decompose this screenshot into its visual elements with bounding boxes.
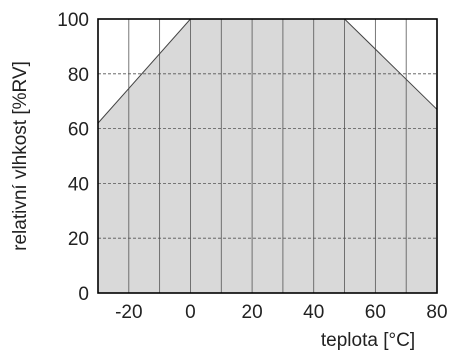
y-tick-label: 100 xyxy=(57,10,89,31)
x-axis-ticks: -20 0 20 40 60 80 xyxy=(115,302,447,323)
y-tick-label: 0 xyxy=(78,284,89,305)
x-tick-label: 40 xyxy=(303,302,324,323)
x-tick-label: 20 xyxy=(242,302,263,323)
x-axis-title: teplota [°C] xyxy=(321,330,415,351)
y-axis-ticks: 0 20 40 60 80 100 xyxy=(57,10,89,305)
y-tick-label: 80 xyxy=(68,65,89,86)
plot-area xyxy=(98,19,437,293)
grid xyxy=(97,18,438,293)
plot-frame xyxy=(97,18,438,294)
x-tick-label: 80 xyxy=(426,302,447,323)
plot-border xyxy=(97,18,438,294)
allowed-region-fill xyxy=(98,19,437,293)
x-tick-label: 0 xyxy=(185,302,196,323)
y-tick-label: 20 xyxy=(68,229,89,250)
y-tick-label: 60 xyxy=(68,120,89,141)
x-tick-label: 60 xyxy=(365,302,386,323)
y-tick-label: 40 xyxy=(68,174,89,195)
x-tick-label: -20 xyxy=(115,302,142,323)
y-axis-title: relativní vlhkost [%RV] xyxy=(10,61,31,251)
